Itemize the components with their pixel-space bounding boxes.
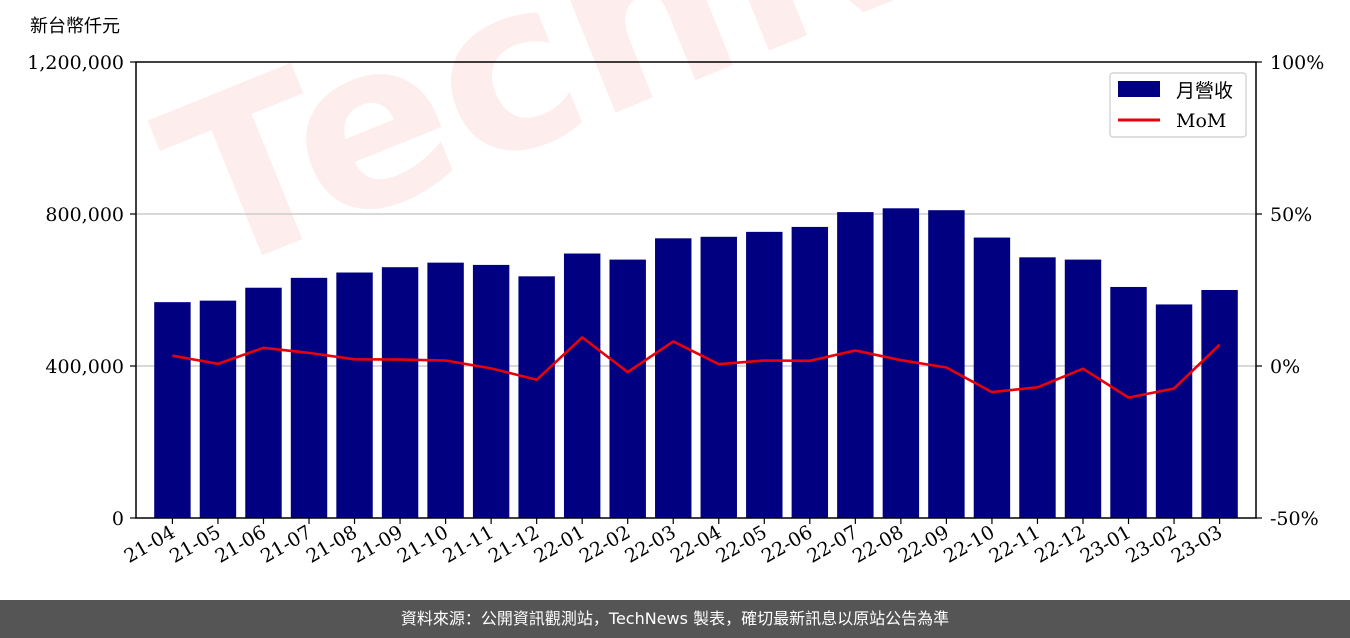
revenue-bar xyxy=(655,238,692,518)
legend-bar-label: 月營收 xyxy=(1176,80,1233,102)
x-tick-label: 23-01 xyxy=(1077,521,1135,567)
y-left-tick-label: 800,000 xyxy=(45,204,124,226)
revenue-bar xyxy=(427,262,464,518)
mom-line xyxy=(172,336,1221,399)
x-tick-label: 21-09 xyxy=(348,521,406,567)
x-tick-label: 22-04 xyxy=(667,521,725,567)
x-tick-label: 21-05 xyxy=(166,521,224,567)
revenue-bar xyxy=(336,272,373,518)
x-tick-label: 22-05 xyxy=(712,521,770,567)
y-left-tick-label: 400,000 xyxy=(45,356,124,378)
x-tick-label: 22-06 xyxy=(758,521,816,567)
revenue-bar xyxy=(973,237,1011,518)
legend-bar-swatch xyxy=(1118,81,1160,97)
revenue-bar xyxy=(700,236,737,519)
revenue-bar xyxy=(609,259,646,518)
revenue-bar xyxy=(928,210,965,518)
x-tick-label: 22-08 xyxy=(849,521,907,567)
revenue-bar xyxy=(563,253,601,518)
x-tick-label: 22-07 xyxy=(803,521,861,567)
revenue-bar xyxy=(472,264,510,518)
revenue-bar xyxy=(837,212,874,518)
revenue-bar xyxy=(1110,286,1147,518)
x-tick-label: 23-03 xyxy=(1168,521,1226,567)
y-right-tick-label: 0% xyxy=(1270,356,1300,378)
revenue-bar xyxy=(1201,290,1238,518)
x-tick-label: 22-11 xyxy=(986,521,1044,567)
x-tick-label: 23-02 xyxy=(1122,521,1180,567)
y-right-tick-label: 100% xyxy=(1270,52,1324,74)
revenue-bar xyxy=(746,231,783,519)
legend-line-label: MoM xyxy=(1176,110,1226,132)
x-tick-label: 22-02 xyxy=(576,521,634,567)
x-tick-label: 21-12 xyxy=(485,521,543,567)
y-axis-unit-label: 新台幣仟元 xyxy=(30,16,120,37)
revenue-bar xyxy=(290,277,328,518)
plot-frame xyxy=(135,61,1257,519)
revenue-bar xyxy=(199,300,237,518)
x-tick-label: 21-11 xyxy=(439,521,497,567)
source-footer: 資料來源：公開資訊觀測站，TechNews 製表，確切最新訊息以原站公告為準 xyxy=(0,600,1350,638)
revenue-bar xyxy=(1155,304,1193,518)
x-tick-label: 22-09 xyxy=(894,521,952,567)
x-tick-label: 22-01 xyxy=(530,521,588,567)
revenue-bar xyxy=(245,287,282,518)
x-tick-label: 21-06 xyxy=(212,521,270,567)
x-tick-label: 21-07 xyxy=(257,521,315,567)
y-left-tick-label: 0 xyxy=(112,508,124,530)
revenue-bar xyxy=(791,226,829,519)
x-tick-label: 22-12 xyxy=(1031,521,1089,567)
y-right-tick-label: 50% xyxy=(1270,204,1312,226)
x-tick-label: 22-10 xyxy=(940,521,998,567)
revenue-bar xyxy=(381,267,419,518)
x-tick-label: 21-08 xyxy=(303,521,361,567)
x-tick-label: 21-04 xyxy=(120,521,178,567)
y-right-tick-label: -50% xyxy=(1270,508,1319,530)
revenue-bar xyxy=(1064,259,1102,518)
x-tick-label: 21-10 xyxy=(394,521,452,567)
revenue-bar xyxy=(518,276,555,518)
revenue-chart: 0 400,000 800,000 1,200,000 -50% 0% 50% 100% 21-… xyxy=(27,52,1324,568)
revenue-bar xyxy=(154,302,191,518)
x-tick-label: 22-03 xyxy=(621,521,679,567)
y-left-tick-label: 1,200,000 xyxy=(27,52,124,74)
